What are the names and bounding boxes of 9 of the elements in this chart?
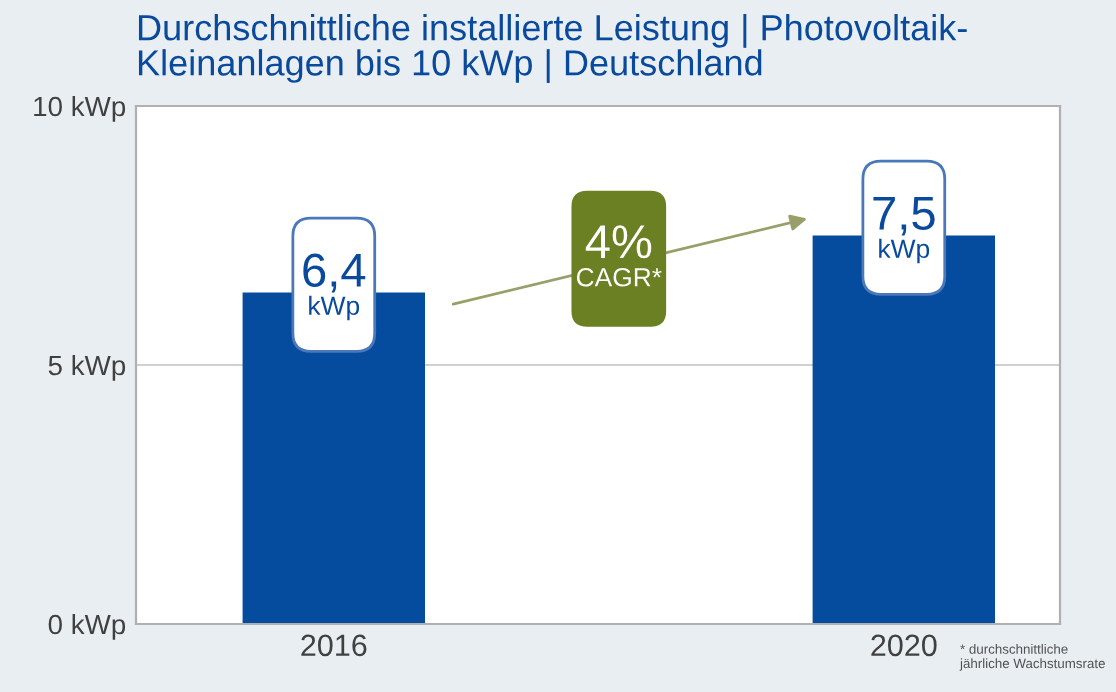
x-tick-label: 2020 [871,634,937,657]
annotation: 4% CAGR* [576,225,662,287]
y-tick-label: 10 kWp [34,95,126,122]
y-tick-label: 5 kWp [48,354,126,381]
data-label: 7,5 kWp [873,197,935,264]
data-label: 6,4 kWp [303,253,366,321]
x-tick-label: 2016 [301,634,367,657]
chart-title: Durchschnittliche installierte Leistung | Photovoltaik- Kleinanlagen bis 10 kWp | Deutschland [138,14,967,83]
y-tick-label: 0 kWp [48,613,126,640]
